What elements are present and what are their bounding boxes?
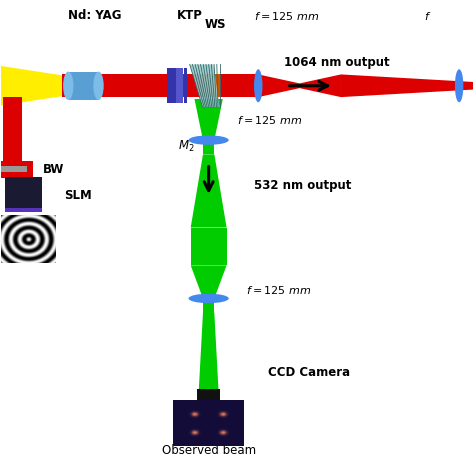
Text: $f = 125\ mm$: $f = 125\ mm$ [254, 10, 319, 22]
Ellipse shape [189, 294, 229, 303]
Text: SLM: SLM [64, 189, 92, 201]
Polygon shape [62, 74, 223, 97]
Polygon shape [203, 140, 214, 155]
Polygon shape [258, 74, 341, 97]
Polygon shape [184, 68, 187, 103]
Text: $f = 125\ mm$: $f = 125\ mm$ [246, 284, 312, 296]
Polygon shape [220, 74, 258, 97]
Polygon shape [191, 265, 227, 299]
Text: 532 nm output: 532 nm output [254, 179, 351, 192]
Text: $f$: $f$ [424, 10, 431, 22]
Polygon shape [341, 74, 474, 97]
Polygon shape [190, 64, 219, 107]
FancyBboxPatch shape [68, 72, 99, 100]
Ellipse shape [189, 136, 229, 145]
Polygon shape [0, 66, 62, 106]
Polygon shape [3, 97, 22, 161]
Text: BW: BW [43, 163, 64, 175]
Polygon shape [0, 161, 33, 178]
Polygon shape [194, 99, 223, 140]
Polygon shape [191, 155, 227, 228]
Text: CCD Camera: CCD Camera [268, 366, 350, 379]
Polygon shape [204, 74, 220, 97]
Text: $f = 125\ mm$: $f = 125\ mm$ [237, 114, 302, 126]
Text: KTP: KTP [177, 9, 203, 22]
Polygon shape [191, 228, 227, 265]
Text: WS: WS [205, 18, 227, 31]
Ellipse shape [63, 72, 73, 100]
Polygon shape [198, 313, 219, 400]
Ellipse shape [455, 69, 464, 102]
FancyBboxPatch shape [167, 68, 179, 103]
Text: Hologram: Hologram [5, 248, 56, 258]
FancyBboxPatch shape [1, 166, 27, 173]
Text: Nd: YAG: Nd: YAG [68, 9, 122, 22]
Polygon shape [203, 299, 214, 313]
Text: Observed beam: Observed beam [162, 444, 255, 457]
Ellipse shape [254, 69, 263, 102]
FancyBboxPatch shape [5, 208, 42, 212]
Text: $M_2$: $M_2$ [178, 139, 194, 155]
Text: 1064 nm output: 1064 nm output [284, 56, 390, 69]
FancyBboxPatch shape [176, 68, 182, 103]
Ellipse shape [93, 72, 104, 100]
FancyBboxPatch shape [5, 177, 42, 211]
FancyBboxPatch shape [197, 389, 220, 400]
